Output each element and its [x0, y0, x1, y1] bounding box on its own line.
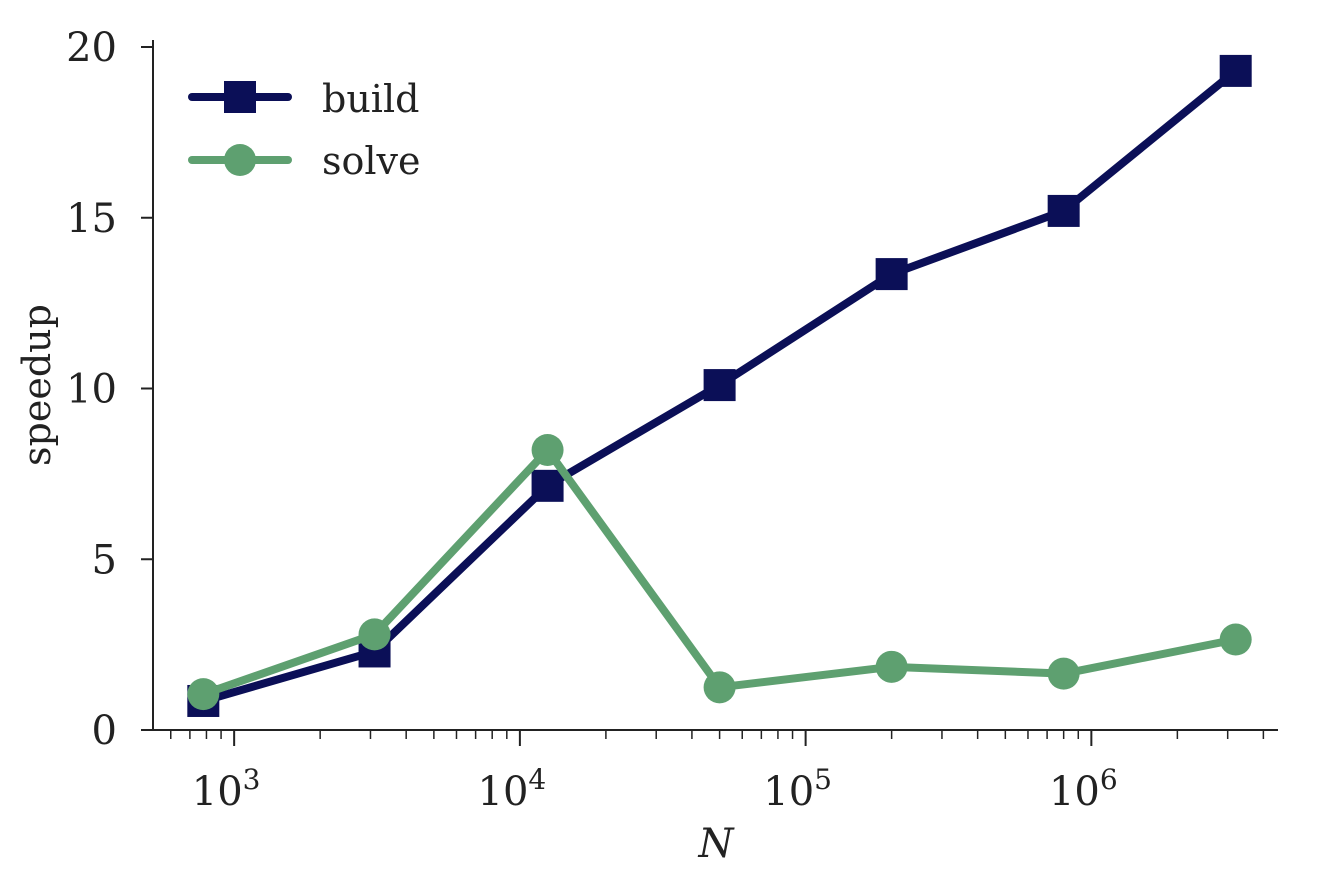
x-tick-label: 106	[1049, 763, 1118, 815]
y-tick-label: 10	[66, 367, 117, 413]
series-build-point	[1047, 194, 1080, 227]
legend-build-label: build	[322, 77, 419, 121]
series-solve-point	[358, 618, 391, 651]
legend-build-marker	[224, 81, 256, 113]
series-solve-point	[1047, 657, 1080, 690]
y-tick-label: 20	[66, 25, 117, 71]
series-solve-point	[187, 678, 220, 711]
legend-solve-label: solve	[322, 139, 421, 183]
series-build-point	[703, 369, 736, 402]
series-solve-point	[875, 650, 908, 683]
series-layer	[187, 54, 1252, 717]
x-tick-label: 105	[763, 763, 832, 815]
x-axis-label: N	[698, 821, 736, 867]
x-ticks: 103 104 105 106	[170, 730, 1265, 815]
y-tick-label: 15	[66, 196, 117, 242]
y-ticks: 0 5 10 15 20	[66, 25, 153, 754]
series-solve-point	[1219, 623, 1252, 656]
series-build-point	[1219, 54, 1252, 87]
legend-solve-marker	[224, 144, 256, 176]
series-solve-point	[703, 671, 736, 704]
series-solve-point	[531, 433, 564, 466]
series-build-point	[531, 469, 564, 502]
y-tick-label: 0	[92, 708, 117, 754]
legend: build solve	[188, 77, 421, 183]
y-tick-label: 5	[92, 537, 117, 583]
x-tick-label: 103	[192, 763, 261, 815]
y-axis-label: speedup	[15, 304, 59, 466]
series-build-point	[875, 258, 908, 291]
x-tick-label: 104	[478, 763, 547, 815]
